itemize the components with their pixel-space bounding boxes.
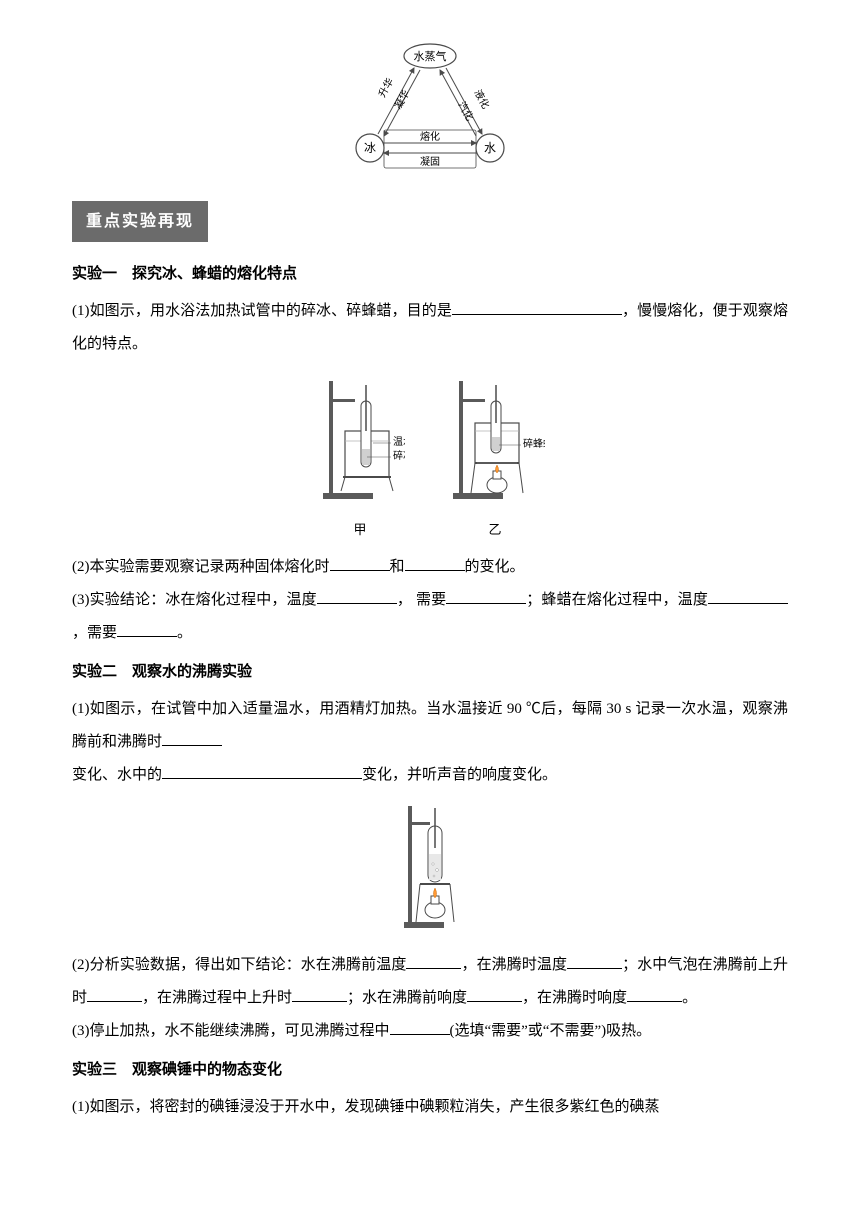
- exp2-p3: (3)停止加热，水不能继续沸腾，可见沸腾过程中(选填“需要”或“不需要”)吸热。: [72, 1015, 788, 1048]
- blank[interactable]: [567, 951, 622, 969]
- blank[interactable]: [87, 984, 142, 1002]
- svg-text:温水: 温水: [393, 436, 405, 448]
- blank[interactable]: [406, 951, 461, 969]
- edge-vaporization: 汽化: [455, 99, 476, 123]
- blank[interactable]: [627, 984, 682, 1002]
- svg-text:碎冰: 碎冰: [393, 449, 405, 462]
- phase-triangle-diagram: 水蒸气 冰 水 升华 凝华 液化 汽化 熔化 凝固: [340, 40, 520, 175]
- fig-caption-yi: 乙: [445, 516, 545, 545]
- exp1-figure: 温水 碎冰 甲: [72, 371, 788, 545]
- blank[interactable]: [117, 619, 177, 637]
- exp1-p1: (1)如图示，用水浴法加热试管中的碎冰、碎蜂蜡，目的是，慢慢熔化，便于观察熔化的…: [72, 295, 788, 361]
- apparatus-jia-icon: 温水 碎冰: [315, 371, 405, 501]
- edge-deposition: 凝华: [391, 88, 412, 112]
- exp2-title: 实验二 观察水的沸腾实验: [72, 656, 788, 689]
- blank[interactable]: [446, 586, 526, 604]
- exp1-p3: (3)实验结论：冰在熔化过程中，温度， 需要；蜂蜡在熔化过程中，温度，需要。: [72, 584, 788, 650]
- apparatus-yi-icon: 碎蜂蜡: [445, 371, 545, 501]
- blank[interactable]: [162, 728, 222, 746]
- exp1-title: 实验一 探究冰、蜂蜡的熔化特点: [72, 258, 788, 291]
- blank[interactable]: [405, 553, 465, 571]
- blank[interactable]: [708, 586, 788, 604]
- boiling-apparatus-icon: [400, 800, 460, 930]
- edge-sublimation: 升华: [375, 76, 396, 100]
- exp2-p1-cont: 变化、水中的变化，并听声音的响度变化。: [72, 759, 788, 792]
- node-water: 水: [484, 141, 496, 155]
- blank[interactable]: [390, 1017, 450, 1035]
- exp2-figure: [72, 800, 788, 943]
- exp2-p1: (1)如图示，在试管中加入适量温水，用酒精灯加热。当水温接近 90 ℃后，每隔 …: [72, 693, 788, 759]
- edge-melting: 熔化: [420, 130, 440, 143]
- exp3-p1: (1)如图示，将密封的碘锤浸没于开水中，发现碘锤中碘颗粒消失，产生很多紫红色的碘…: [72, 1091, 788, 1124]
- blank[interactable]: [292, 984, 347, 1002]
- exp2-p2: (2)分析实验数据，得出如下结论：水在沸腾前温度，在沸腾时温度；水中气泡在沸腾前…: [72, 949, 788, 1015]
- blank[interactable]: [452, 297, 622, 315]
- edge-condensation: 液化: [471, 87, 492, 111]
- blank[interactable]: [467, 984, 522, 1002]
- section-header: 重点实验再现: [72, 201, 208, 242]
- edge-freezing: 凝固: [420, 156, 440, 168]
- svg-text:碎蜂蜡: 碎蜂蜡: [523, 437, 545, 450]
- blank[interactable]: [330, 553, 390, 571]
- blank[interactable]: [317, 586, 397, 604]
- fig-caption-jia: 甲: [315, 516, 405, 545]
- exp1-p2: (2)本实验需要观察记录两种固体熔化时和的变化。: [72, 551, 788, 584]
- exp1-p1a: (1)如图示，用水浴法加热试管中的碎冰、碎蜂蜡，目的是: [72, 303, 452, 319]
- blank[interactable]: [162, 761, 362, 779]
- exp3-title: 实验三 观察碘锤中的物态变化: [72, 1054, 788, 1087]
- node-vapor: 水蒸气: [414, 49, 447, 63]
- node-ice: 冰: [364, 141, 376, 155]
